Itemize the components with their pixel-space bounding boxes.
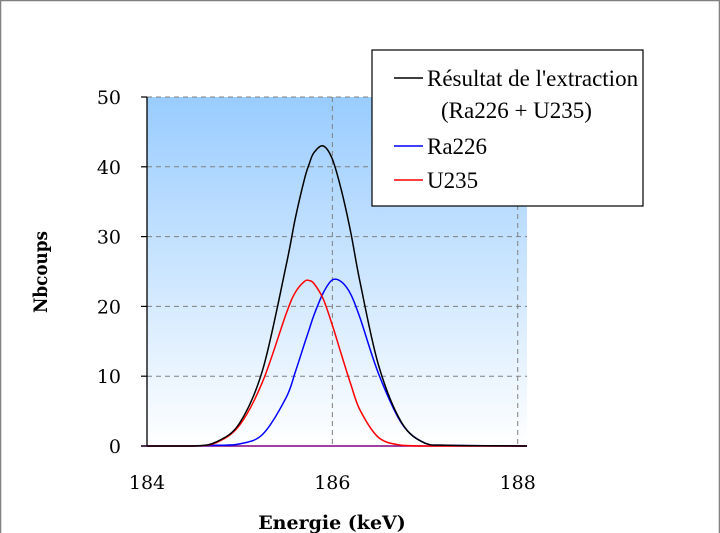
x-axis-title: Energie (keV)	[258, 512, 406, 533]
series-line-u235	[146, 279, 527, 447]
x-tick-label: 186	[314, 472, 350, 494]
legend: Résultat de l'extraction (Ra226 + U235) …	[371, 49, 644, 207]
y-tick-label: 30	[97, 227, 121, 249]
x-tick-label: 188	[500, 472, 536, 494]
y-tick-label: 0	[109, 436, 121, 458]
legend-label-result-detail: (Ra226 + U235)	[441, 98, 592, 123]
tick-labels: 0 10 20 30 40 50 184 186 188	[97, 87, 536, 494]
series-line-result	[146, 144, 528, 447]
y-tick-label: 10	[97, 366, 121, 388]
x-tick-label: 184	[129, 472, 165, 494]
y-tick-label: 20	[97, 296, 121, 318]
legend-label-u235: U235	[427, 168, 478, 193]
legend-label-result: Résultat de l'extraction	[427, 66, 639, 91]
legend-label-ra226: Ra226	[427, 134, 487, 159]
y-axis-title: Nbcoups	[30, 231, 52, 313]
y-tick-label: 40	[97, 157, 121, 179]
y-tick-label: 50	[97, 87, 121, 109]
series-lines	[146, 144, 528, 447]
